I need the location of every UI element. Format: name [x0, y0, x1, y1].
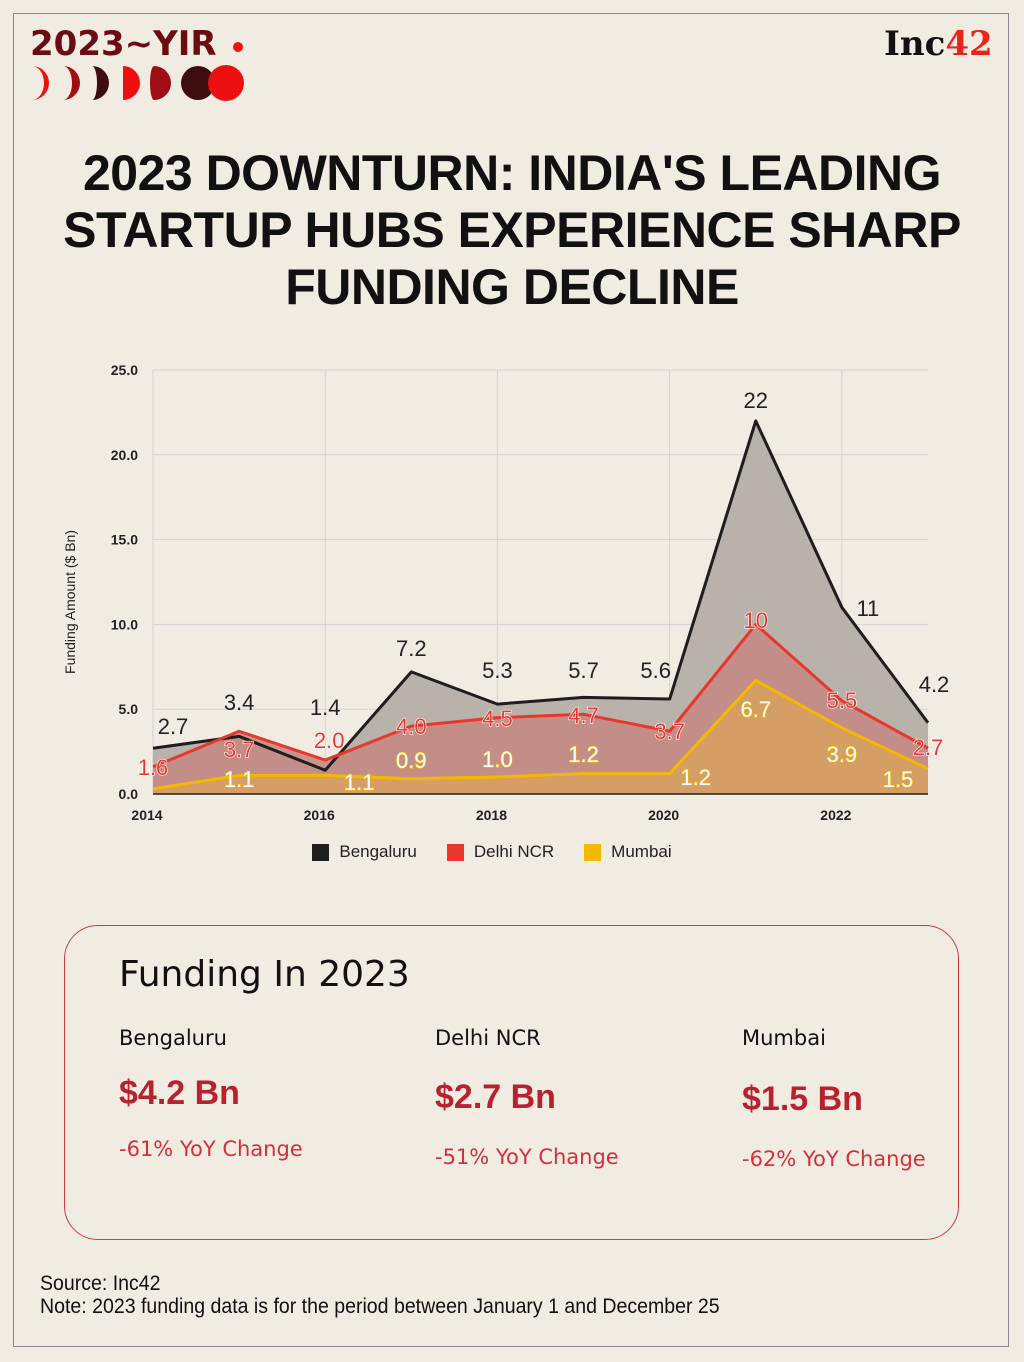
- data-label-mumbai: 1.1: [344, 770, 375, 795]
- data-label-bengaluru: 4.2: [919, 672, 950, 697]
- data-label-bengaluru: 22: [744, 388, 768, 413]
- y-tick-label: 25.0: [111, 362, 138, 378]
- x-tick-label: 2018: [476, 807, 507, 823]
- legend-label: Delhi NCR: [473, 842, 555, 861]
- badge-dot: [233, 42, 243, 52]
- line-mumbai: [152, 678, 929, 791]
- x-tick-label: 2016: [304, 807, 335, 823]
- y-tick-label: 10.0: [111, 616, 138, 632]
- summary-mumbai: Mumbai $1.5 Bn -62% YoY Change: [742, 1026, 926, 1171]
- summary-card: Funding In 2023 Bengaluru $4.2 Bn -61% Y…: [64, 925, 959, 1240]
- data-label-bengaluru: 7.2: [396, 636, 427, 661]
- data-label-delhi-ncr: 5.5: [827, 688, 858, 713]
- city-name: Delhi NCR: [435, 1026, 541, 1050]
- data-label-bengaluru: 5.3: [482, 658, 513, 683]
- data-label-bengaluru: 5.7: [568, 658, 599, 683]
- legend-item: Mumbai: [584, 842, 672, 862]
- data-label-delhi-ncr: 4.0: [396, 714, 427, 739]
- inc42-logo: Inc42: [884, 24, 993, 64]
- source-text: Source: Inc42: [40, 1272, 161, 1295]
- data-label-bengaluru: 5.6: [640, 658, 671, 683]
- yir-badge: 2023~YIR: [30, 24, 217, 64]
- footer: Source: Inc42 Note: 2023 funding data is…: [40, 1272, 720, 1318]
- data-label-mumbai: 3.9: [827, 742, 858, 767]
- city-name: Bengaluru: [119, 1026, 227, 1050]
- amount: $1.5 Bn: [742, 1080, 863, 1118]
- legend: Bengaluru Delhi NCR Mumbai: [0, 842, 1004, 862]
- data-label-delhi-ncr: 3.7: [654, 719, 685, 744]
- yoy-change: -61% YoY Change: [119, 1137, 303, 1161]
- data-label-delhi-ncr: 4.5: [482, 706, 513, 731]
- summary-delhi: Delhi NCR $2.7 Bn -51% YoY Change: [435, 1026, 619, 1169]
- data-label-mumbai: 1.0: [482, 747, 513, 772]
- legend-label: Bengaluru: [339, 842, 417, 861]
- legend-swatch: [446, 843, 464, 861]
- data-label-delhi-ncr: 10: [744, 608, 768, 633]
- x-tick-label: 2014: [131, 807, 162, 823]
- yoy-change: -62% YoY Change: [742, 1147, 926, 1171]
- city-name: Mumbai: [742, 1026, 826, 1050]
- moon-phases-icon: [32, 65, 244, 101]
- data-label-bengaluru: 3.4: [224, 690, 255, 715]
- data-label-mumbai: 1.5: [883, 767, 914, 792]
- data-label-bengaluru: 11: [856, 596, 879, 621]
- x-tick-label: 2020: [648, 807, 679, 823]
- data-label-mumbai: 1.1: [224, 767, 255, 792]
- legend-swatch: [312, 843, 330, 861]
- x-tick-label: 2022: [820, 807, 851, 823]
- area-mumbai: [153, 680, 928, 794]
- summary-bengaluru: Bengaluru $4.2 Bn -61% YoY Change: [119, 1026, 303, 1161]
- data-label-delhi-ncr: 4.7: [568, 703, 599, 728]
- data-label-bengaluru: 2.7: [158, 714, 189, 739]
- amount: $2.7 Bn: [435, 1078, 556, 1116]
- data-label-delhi-ncr: 1.6: [138, 755, 169, 780]
- amount: $4.2 Bn: [119, 1074, 240, 1112]
- data-label-delhi-ncr: 2.0: [314, 728, 345, 753]
- y-tick-label: 20.0: [111, 447, 138, 463]
- data-label-delhi-ncr: 3.7: [224, 737, 255, 762]
- summary-title: Funding In 2023: [119, 954, 410, 995]
- y-tick-label: 0.0: [119, 786, 139, 802]
- legend-item: Delhi NCR: [446, 842, 555, 862]
- yoy-change: -51% YoY Change: [435, 1145, 619, 1169]
- line-bengaluru: [152, 419, 930, 772]
- area-chart: 2.7 3.4 1.4 7.2 5.3 5.7 5.6 22 11 4.2 1.6 3.7 2.0 4.0…: [62, 362, 950, 823]
- note-text: Note: 2023 funding data is for the perio…: [40, 1295, 720, 1318]
- data-label-mumbai: 1.2: [568, 742, 599, 767]
- page-title: 2023 DOWNTURN: INDIA'S LEADING STARTUP H…: [63, 145, 961, 315]
- y-tick-label: 15.0: [111, 532, 138, 548]
- y-axis-label: Funding Amount ($ Bn): [62, 530, 78, 674]
- data-label-delhi-ncr: 2.7: [913, 735, 944, 760]
- data-label-bengaluru: 1.4: [310, 695, 341, 720]
- legend-swatch: [584, 843, 602, 861]
- legend-item: Bengaluru: [312, 842, 417, 862]
- y-tick-label: 5.0: [119, 701, 139, 717]
- page-border: [13, 13, 1009, 1347]
- data-label-mumbai: 6.7: [740, 697, 771, 722]
- data-label-mumbai: 0.9: [396, 748, 427, 773]
- data-label-mumbai: 1.2: [680, 765, 711, 790]
- line-delhi-ncr: [152, 622, 929, 769]
- legend-label: Mumbai: [611, 842, 672, 861]
